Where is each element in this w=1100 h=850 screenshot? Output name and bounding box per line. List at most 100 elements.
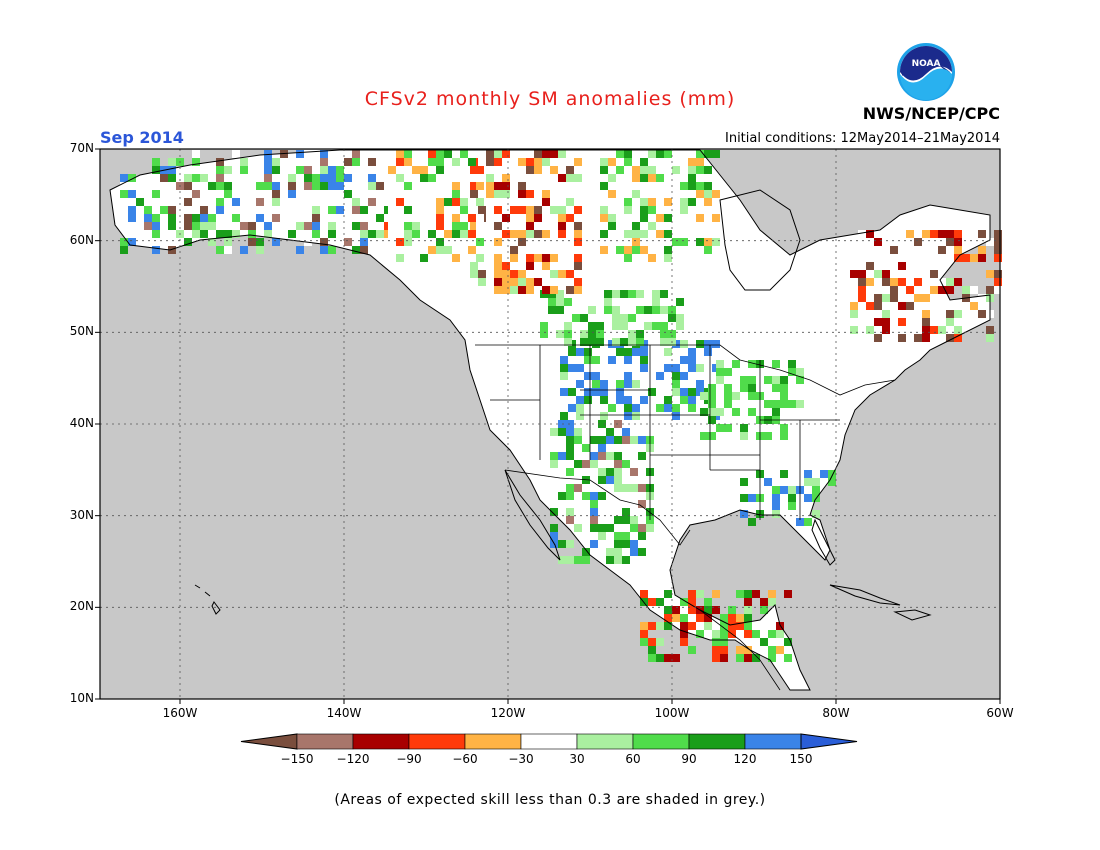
- anomaly-cell: [486, 150, 494, 158]
- anomaly-cell: [696, 190, 704, 198]
- lat-label: 10N: [69, 691, 94, 705]
- anomaly-cell: [850, 310, 858, 318]
- anomaly-cell: [566, 436, 574, 444]
- anomaly-cell: [264, 198, 272, 206]
- anomaly-cell: [664, 246, 672, 254]
- anomaly-cell: [582, 444, 590, 452]
- anomaly-cell: [542, 158, 550, 166]
- anomaly-cell: [804, 478, 812, 486]
- anomaly-cell: [542, 190, 550, 198]
- anomaly-cell: [882, 294, 890, 302]
- anomaly-cell: [676, 322, 684, 330]
- anomaly-cell: [688, 590, 696, 598]
- anomaly-cell: [558, 270, 566, 278]
- anomaly-cell: [616, 222, 624, 230]
- anomaly-cell: [648, 150, 656, 158]
- anomaly-cell: [632, 222, 640, 230]
- anomaly-cell: [380, 166, 388, 174]
- anomaly-cell: [858, 230, 866, 238]
- anomaly-cell: [890, 278, 898, 286]
- anomaly-cell: [600, 380, 608, 388]
- anomaly-cell: [476, 214, 484, 222]
- anomaly-cell: [412, 166, 420, 174]
- anomaly-cell: [526, 278, 534, 286]
- anomaly-cell: [502, 214, 510, 222]
- anomaly-cell: [712, 150, 720, 158]
- anomaly-cell: [328, 206, 336, 214]
- anomaly-cell: [616, 150, 624, 158]
- anomaly-cell: [574, 222, 582, 230]
- anomaly-cell: [994, 286, 1002, 294]
- anomaly-cell: [468, 158, 476, 166]
- anomaly-cell: [534, 206, 542, 214]
- anomaly-cell: [850, 270, 858, 278]
- anomaly-cell: [256, 182, 264, 190]
- anomaly-cell: [632, 190, 640, 198]
- anomaly-cell: [616, 380, 624, 388]
- anomaly-cell: [614, 532, 622, 540]
- anomaly-cell: [208, 182, 216, 190]
- anomaly-cell: [160, 206, 168, 214]
- anomaly-cell: [656, 254, 664, 262]
- anomaly-cell: [708, 416, 716, 424]
- anomaly-cell: [502, 262, 510, 270]
- anomaly-cell: [946, 278, 954, 286]
- anomaly-cell: [184, 238, 192, 246]
- anomaly-cell: [624, 246, 632, 254]
- anomaly-cell: [566, 484, 574, 492]
- anomaly-cell: [614, 436, 622, 444]
- anomaly-cell: [566, 198, 574, 206]
- anomaly-cell: [632, 238, 640, 246]
- anomaly-cell: [724, 424, 732, 432]
- anomaly-cell: [256, 198, 264, 206]
- anomaly-cell: [720, 622, 728, 630]
- anomaly-cell: [614, 460, 622, 468]
- anomaly-cell: [978, 310, 986, 318]
- anomaly-cell: [954, 238, 962, 246]
- anomaly-cell: [368, 158, 376, 166]
- anomaly-cell: [640, 356, 648, 364]
- anomaly-cell: [858, 278, 866, 286]
- anomaly-cell: [704, 622, 712, 630]
- anomaly-cell: [632, 348, 640, 356]
- anomaly-cell: [680, 238, 688, 246]
- anomaly-cell: [796, 376, 804, 384]
- anomaly-cell: [630, 436, 638, 444]
- anomaly-cell: [664, 348, 672, 356]
- anomaly-cell: [590, 452, 598, 460]
- anomaly-cell: [232, 206, 240, 214]
- anomaly-cell: [608, 356, 616, 364]
- anomaly-cell: [120, 174, 128, 182]
- anomaly-cell: [576, 380, 584, 388]
- anomaly-cell: [396, 174, 404, 182]
- anomaly-cell: [494, 254, 502, 262]
- political-borders: [475, 344, 896, 691]
- anomaly-cell: [320, 158, 328, 166]
- anomaly-cell: [436, 222, 444, 230]
- anomaly-cell: [704, 230, 712, 238]
- anomaly-cell: [494, 222, 502, 230]
- anomaly-cell: [152, 166, 160, 174]
- anomaly-cell: [216, 182, 224, 190]
- anomaly-cell: [470, 222, 478, 230]
- anomaly-cell: [648, 206, 656, 214]
- anomaly-cell: [600, 166, 608, 174]
- anomaly-cell: [542, 262, 550, 270]
- anomaly-cell: [240, 158, 248, 166]
- anomaly-cell: [620, 338, 628, 346]
- anomaly-cell: [890, 286, 898, 294]
- anomaly-cell: [192, 174, 200, 182]
- anomaly-cell: [946, 254, 954, 262]
- anomaly-cell: [874, 294, 882, 302]
- anomaly-cell: [444, 150, 452, 158]
- anomaly-cell: [606, 468, 614, 476]
- anomaly-cell: [566, 540, 574, 548]
- anomaly-cell: [470, 166, 478, 174]
- anomaly-cell: [232, 214, 240, 222]
- anomaly-cell: [312, 150, 320, 158]
- anomaly-cell: [906, 310, 914, 318]
- anomaly-cell: [518, 206, 526, 214]
- hudson-bay: [719, 189, 801, 291]
- anomaly-cell: [866, 262, 874, 270]
- anomaly-cell: [264, 174, 272, 182]
